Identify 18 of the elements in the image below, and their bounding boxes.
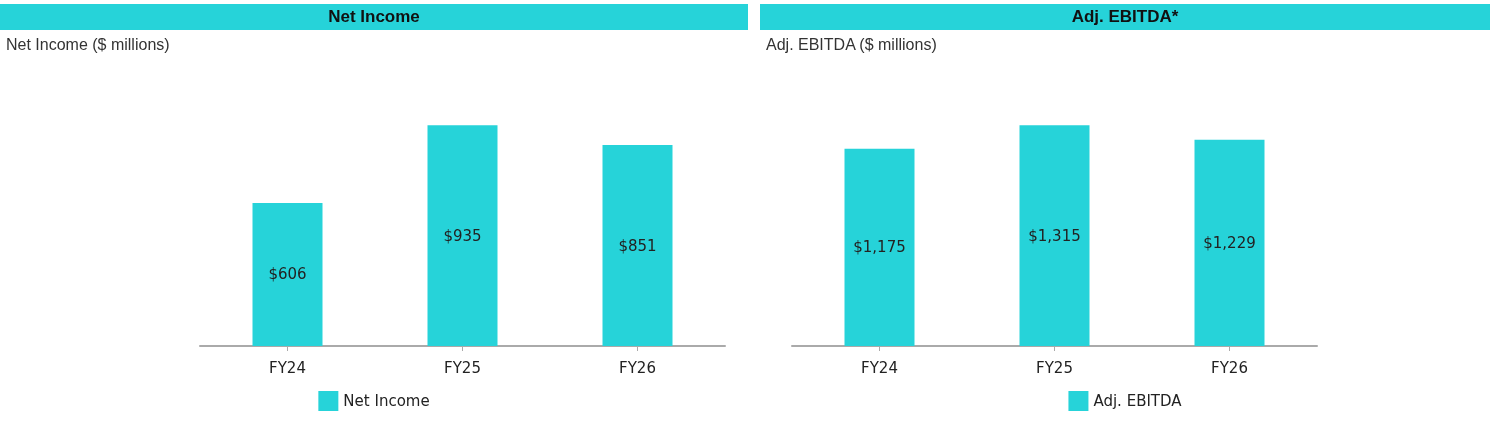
x-tick-label: FY24 bbox=[861, 358, 898, 377]
chart-title: Net Income bbox=[0, 4, 748, 30]
x-tick-label: FY26 bbox=[1211, 358, 1248, 377]
x-tick-label: FY25 bbox=[1036, 358, 1073, 377]
x-tick-label: FY26 bbox=[619, 358, 656, 377]
data-label: $1,175 bbox=[853, 238, 906, 257]
data-label: $935 bbox=[443, 226, 482, 245]
data-label: $1,229 bbox=[1203, 233, 1256, 252]
x-tick-label: FY25 bbox=[444, 358, 481, 377]
legend-label: Adj. EBITDA bbox=[1093, 392, 1183, 410]
x-tick-label: FY24 bbox=[269, 358, 306, 377]
chart-subtitle: Net Income ($ millions) bbox=[6, 36, 171, 55]
chart-subtitle: Adj. EBITDA ($ millions) bbox=[766, 36, 938, 55]
data-label: $851 bbox=[618, 236, 657, 255]
chart-title: Adj. EBITDA* bbox=[760, 4, 1490, 30]
data-label: $1,315 bbox=[1028, 226, 1081, 245]
legend-label: Net Income bbox=[343, 392, 430, 410]
data-label: $606 bbox=[268, 265, 307, 284]
